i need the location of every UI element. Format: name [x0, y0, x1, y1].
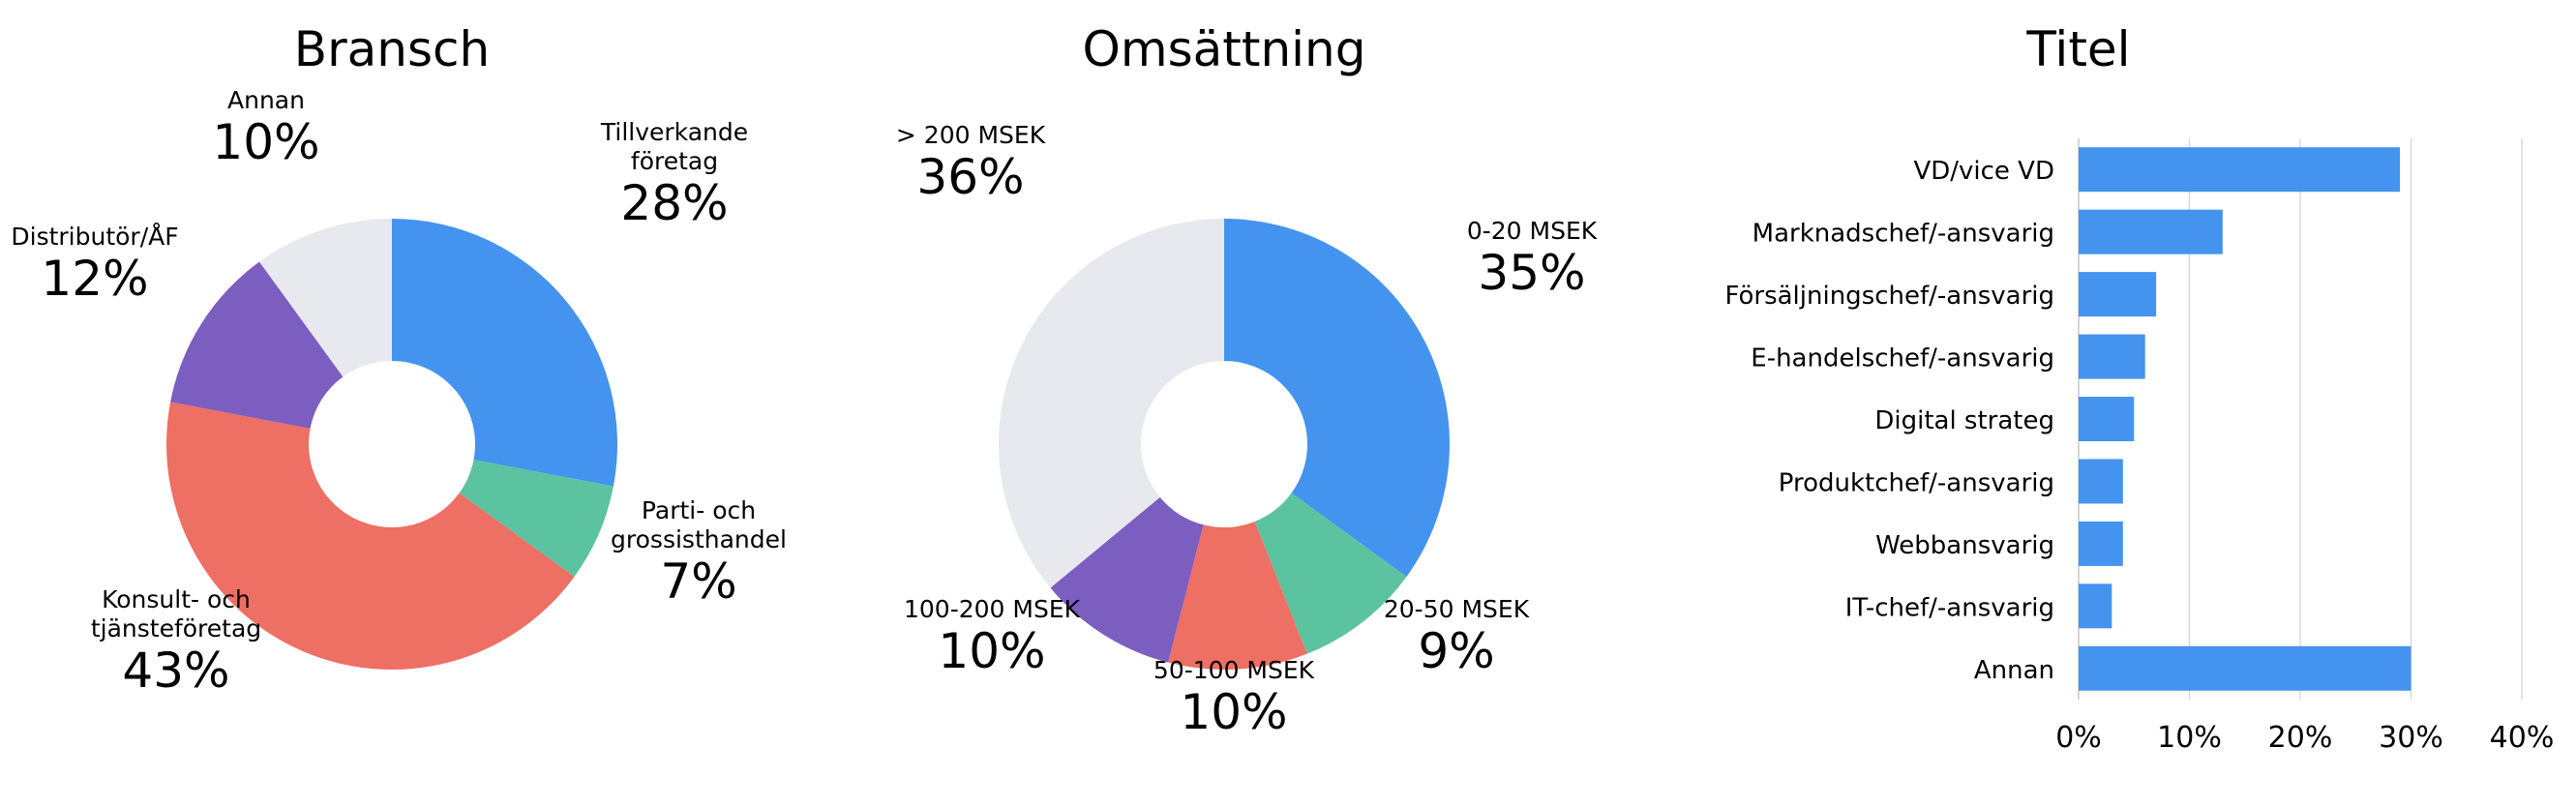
slice-annan [259, 219, 392, 377]
slice-value-label: 36% [916, 149, 1024, 205]
slice-50-100-msek [1168, 521, 1307, 670]
bar-digital-strateg [2079, 397, 2135, 441]
category-label: Annan [1974, 656, 2054, 685]
slice-label: Konsult- och [102, 585, 251, 613]
titel-bar-chart: Titel VD/vice VD Marknadschef/-ansvarig Fö… [1724, 21, 2554, 755]
slice-value-label: 28% [620, 175, 728, 231]
bar-annan [2079, 645, 2411, 691]
category-label: IT-chef/-ansvarig [1845, 593, 2054, 622]
slice-0-20-msek [1224, 219, 1450, 577]
x-tick-label: 30% [2379, 721, 2443, 755]
bar-webbansvarig [2079, 521, 2123, 566]
slice-konsult-och-tjansteforetag [165, 402, 575, 671]
slice-label: 0-20 MSEK [1467, 217, 1598, 245]
titel-chart-title: Titel [2025, 21, 2130, 77]
category-label: Webbansvarig [1875, 531, 2054, 560]
bar-produktchef-ansvarig [2079, 459, 2123, 504]
slice-label: Distributör/ÅF [11, 223, 178, 251]
slice-label: Annan [227, 86, 305, 114]
slice-label: tjänsteföretag [91, 614, 261, 643]
x-tick-label: 0% [2055, 721, 2102, 755]
category-label: Försäljningschef/-ansvarig [1724, 282, 2054, 311]
slice-value-label: 9% [1418, 623, 1494, 679]
x-tick-label: 20% [2268, 721, 2333, 755]
category-label: Marknadschef/-ansvarig [1752, 220, 2054, 249]
category-label: VD/vice VD [1913, 157, 2054, 186]
x-tick-label: 40% [2490, 721, 2555, 755]
slice-tillverkande-foretag [392, 219, 617, 487]
x-tick-label: 10% [2157, 721, 2222, 755]
slice-200-msek [999, 219, 1224, 588]
category-label: Produktchef/-ansvarig [1779, 468, 2054, 497]
slice-label: grossisthandel [611, 525, 787, 553]
bar-it-chef-ansvarig [2079, 583, 2112, 629]
slice-label: företag [631, 147, 718, 175]
bransch-chart-title: Bransch [294, 21, 490, 77]
slice-label: 20-50 MSEK [1384, 595, 1530, 623]
slice-20-50-msek [1254, 493, 1407, 654]
bar-e-handelschef-ansvarig [2079, 334, 2145, 379]
slice-label: 100-200 MSEK [904, 595, 1081, 623]
category-label: Digital strateg [1874, 406, 2054, 435]
omsattning-chart-title: Omsättning [1083, 21, 1366, 77]
bar-forsaljningschef-ansvarig [2079, 272, 2157, 317]
slice-label: Parti- och [642, 496, 756, 524]
slice-value-label: 43% [122, 643, 229, 699]
slice-label: > 200 MSEK [896, 121, 1046, 149]
slice-value-label: 12% [41, 251, 148, 307]
bar-marknadschef-ansvarig [2079, 209, 2223, 254]
bar-vd-vice-vd [2079, 147, 2401, 193]
slice-value-label: 10% [1180, 684, 1287, 740]
slice-value-label: 10% [938, 623, 1045, 679]
slice-label: 50-100 MSEK [1153, 656, 1315, 684]
slice-value-label: 10% [212, 114, 319, 170]
slice-value-label: 7% [660, 553, 736, 610]
slice-label: Tillverkande [600, 118, 748, 146]
slice-distributor-af [170, 261, 344, 429]
category-label: E-handelschef/-ansvarig [1751, 344, 2054, 374]
slice-100-200-msek [1050, 496, 1204, 663]
slice-value-label: 35% [1478, 245, 1585, 301]
slice-parti-och-grossisthandel [459, 460, 614, 577]
